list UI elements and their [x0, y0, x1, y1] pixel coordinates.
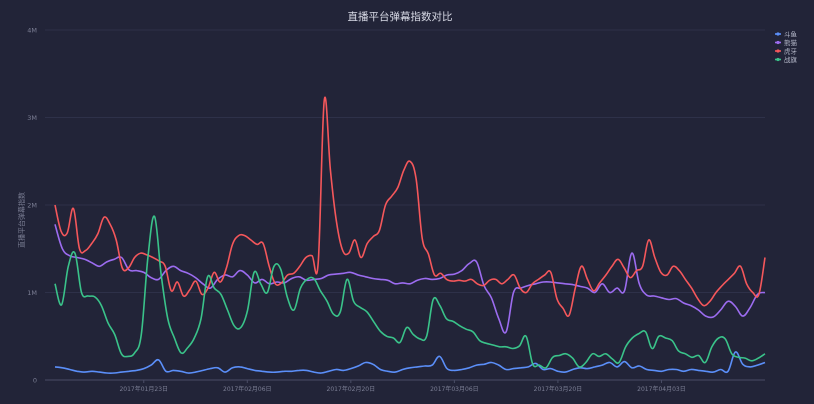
chart-title: 直播平台弹幕指数对比 [348, 10, 453, 23]
grid-lines [45, 29, 765, 381]
x-tick-label: 2017年01月23日 [119, 385, 168, 393]
legend-item[interactable]: 战旗 [775, 55, 798, 64]
x-axis-ticks: 2017年01月23日 2017年02月06日 2017年02月20日 2017年03… [119, 380, 686, 393]
y-tick-label: 2M [27, 202, 37, 210]
y-tick-label: 3M [27, 114, 37, 122]
series-lines [54, 96, 766, 374]
legend-label: 熊猫 [784, 38, 798, 47]
y-tick-label: 1M [27, 289, 37, 297]
y-axis-ticks: 0 1M 2M 3M 4M [27, 27, 37, 385]
legend-item[interactable]: 熊猫 [775, 38, 798, 47]
legend-label: 虎牙 [784, 46, 798, 55]
series-line-斗鱼[interactable] [54, 351, 766, 374]
x-tick-label: 2017年03月20日 [534, 385, 583, 393]
legend-marker [776, 57, 780, 62]
legend-marker [776, 49, 780, 53]
x-tick-label: 2017年02月06日 [223, 385, 272, 393]
legend-label: 战旗 [784, 55, 798, 64]
series-line-战旗[interactable] [54, 215, 766, 369]
legend-marker [776, 32, 780, 36]
y-tick-label: 4M [27, 27, 37, 35]
series-line-熊猫[interactable] [54, 224, 766, 334]
series-line-虎牙[interactable] [54, 96, 766, 317]
x-tick-label: 2017年04月03日 [637, 385, 686, 393]
x-tick-label: 2017年02月20日 [327, 385, 376, 393]
y-tick-label: 0 [33, 377, 37, 385]
legend-marker [776, 40, 780, 45]
legend-item[interactable]: 斗鱼 [775, 29, 798, 38]
legend-item[interactable]: 虎牙 [775, 46, 798, 55]
y-axis-label: 直播平台弹幕指数 [17, 192, 26, 248]
x-tick-label: 2017年03月06日 [430, 385, 479, 393]
legend-label: 斗鱼 [784, 29, 798, 38]
